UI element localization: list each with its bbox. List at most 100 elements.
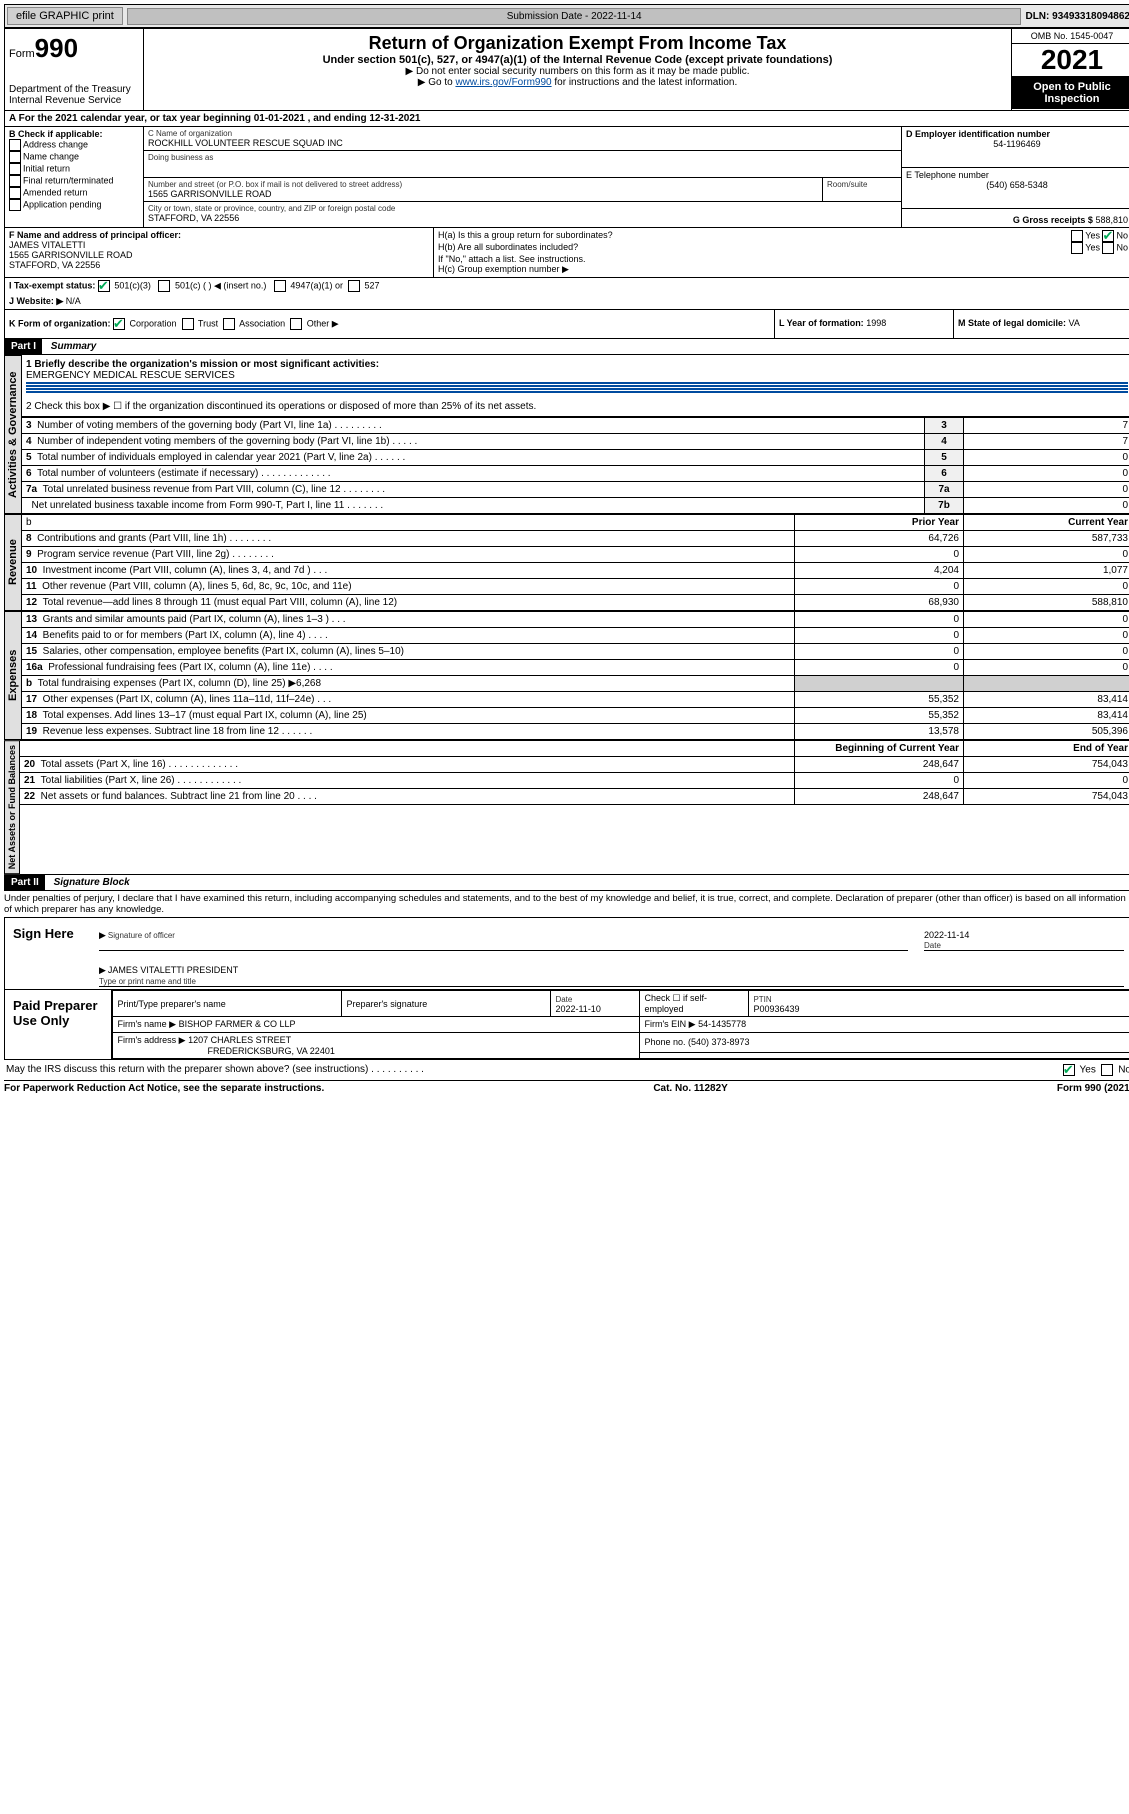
prep-selfemp[interactable]: Check ☐ if self-employed bbox=[640, 991, 749, 1017]
hb-yes-checkbox[interactable] bbox=[1071, 242, 1083, 254]
part2-title: Signature Block bbox=[48, 877, 130, 888]
i-4947-checkbox[interactable] bbox=[274, 280, 286, 292]
governance-section: Activities & Governance 1 Briefly descri… bbox=[4, 355, 1129, 514]
hb-no-checkbox[interactable] bbox=[1102, 242, 1114, 254]
mission-label: 1 Briefly describe the organization's mi… bbox=[26, 359, 1128, 370]
footer-right: Form 990 (2021) bbox=[1057, 1083, 1129, 1094]
dept-label: Department of the Treasury bbox=[9, 84, 139, 95]
ha-yes-checkbox[interactable] bbox=[1071, 230, 1083, 242]
box-i-label: I Tax-exempt status: bbox=[9, 280, 95, 290]
net-table: Beginning of Current YearEnd of Year 20 … bbox=[20, 740, 1129, 805]
box-j-label: J Website: ▶ bbox=[9, 296, 63, 306]
line-a-tax-year: A For the 2021 calendar year, or tax yea… bbox=[4, 111, 1129, 127]
footer-catno: Cat. No. 11282Y bbox=[653, 1083, 727, 1094]
hdr-end: End of Year bbox=[964, 741, 1129, 757]
check-final-return[interactable]: Final return/terminated bbox=[9, 175, 139, 187]
hb-label: H(b) Are all subordinates included? bbox=[438, 242, 578, 254]
sign-here-label: Sign Here bbox=[5, 918, 91, 989]
info-grid-fh: F Name and address of principal officer:… bbox=[4, 228, 1129, 278]
i-opt3: 4947(a)(1) or bbox=[290, 280, 343, 290]
revenue-section: Revenue bPrior YearCurrent Year 8 Contri… bbox=[4, 514, 1129, 611]
year-formation: 1998 bbox=[866, 318, 886, 328]
exp-table: 13 Grants and similar amounts paid (Part… bbox=[22, 611, 1129, 740]
paid-preparer-block: Paid Preparer Use Only Print/Type prepar… bbox=[4, 990, 1129, 1060]
discuss-yes-checkbox[interactable] bbox=[1063, 1064, 1075, 1076]
check-amended-return[interactable]: Amended return bbox=[9, 187, 139, 199]
city-state-zip: STAFFORD, VA 22556 bbox=[148, 213, 897, 223]
firm-addr2: FREDERICKSBURG, VA 22401 bbox=[207, 1046, 334, 1056]
k-corp: Corporation bbox=[130, 318, 177, 328]
officer-name: JAMES VITALETTI bbox=[9, 240, 429, 250]
open-public-badge: Open to Public Inspection bbox=[1012, 77, 1129, 109]
firm-phone: (540) 373-8973 bbox=[688, 1037, 750, 1047]
box-m-label: M State of legal domicile: bbox=[958, 318, 1066, 328]
officer-street: 1565 GARRISONVILLE ROAD bbox=[9, 250, 429, 260]
firm-name: BISHOP FARMER & CO LLP bbox=[179, 1019, 296, 1029]
box-c-label: C Name of organization bbox=[148, 129, 897, 138]
street-label: Number and street (or P.O. box if mail i… bbox=[148, 180, 818, 189]
k-other-checkbox[interactable] bbox=[290, 318, 302, 330]
k-corp-checkbox[interactable] bbox=[113, 318, 125, 330]
box-f-label: F Name and address of principal officer: bbox=[9, 230, 429, 240]
discuss-no-checkbox[interactable] bbox=[1101, 1064, 1113, 1076]
form-number: Form990 bbox=[9, 33, 139, 64]
dba-label: Doing business as bbox=[148, 153, 897, 162]
preparer-table: Print/Type preparer's name Preparer's si… bbox=[112, 990, 1129, 1059]
k-assoc-checkbox[interactable] bbox=[223, 318, 235, 330]
instr2-suffix: for instructions and the latest informat… bbox=[552, 77, 738, 88]
irs-form990-link[interactable]: www.irs.gov/Form990 bbox=[455, 77, 551, 88]
firm-label: Firm's name ▶ bbox=[117, 1019, 176, 1029]
form-instruction-1: ▶ Do not enter social security numbers o… bbox=[148, 66, 1007, 77]
k-other: Other ▶ bbox=[307, 318, 339, 328]
prep-name-hdr: Print/Type preparer's name bbox=[113, 991, 342, 1017]
check-address-change[interactable]: Address change bbox=[9, 139, 139, 151]
part1-title: Summary bbox=[45, 341, 97, 352]
ein-label: Firm's EIN ▶ bbox=[644, 1019, 695, 1029]
paid-preparer-label: Paid Preparer Use Only bbox=[5, 990, 112, 1059]
part1-bar: Part I bbox=[5, 339, 42, 354]
form-prefix: Form bbox=[9, 48, 35, 60]
i-527-checkbox[interactable] bbox=[348, 280, 360, 292]
perjury-declaration: Under penalties of perjury, I declare th… bbox=[4, 891, 1129, 917]
firm-ein: 54-1435778 bbox=[698, 1019, 746, 1029]
form-title: Return of Organization Exempt From Incom… bbox=[148, 33, 1007, 54]
hb-note: If "No," attach a list. See instructions… bbox=[438, 254, 1128, 264]
phone-value: (540) 658-5348 bbox=[906, 180, 1128, 190]
discuss-row: May the IRS discuss this return with the… bbox=[4, 1060, 1129, 1081]
discuss-question: May the IRS discuss this return with the… bbox=[6, 1064, 424, 1076]
box-g-label: G Gross receipts $ bbox=[1013, 215, 1093, 225]
info-grid-klm: K Form of organization: Corporation Trus… bbox=[4, 310, 1129, 339]
i-opt1: 501(c)(3) bbox=[114, 280, 151, 290]
omb-number: OMB No. 1545-0047 bbox=[1012, 29, 1129, 44]
form-subtitle: Under section 501(c), 527, or 4947(a)(1)… bbox=[148, 54, 1007, 66]
ha-no-checkbox[interactable] bbox=[1102, 230, 1114, 242]
netassets-section: Net Assets or Fund Balances Beginning of… bbox=[4, 740, 1129, 874]
gross-receipts: 588,810 bbox=[1095, 215, 1128, 225]
info-grid-top: B Check if applicable: Address change Na… bbox=[4, 127, 1129, 228]
instr2-prefix: ▶ Go to bbox=[418, 77, 456, 88]
website-value: N/A bbox=[66, 296, 81, 306]
gov-table: 3 Number of voting members of the govern… bbox=[22, 417, 1129, 514]
check-initial-return[interactable]: Initial return bbox=[9, 163, 139, 175]
street-address: 1565 GARRISONVILLE ROAD bbox=[148, 189, 818, 199]
sig-date-label: Date bbox=[924, 941, 941, 950]
box-e-label: E Telephone number bbox=[906, 170, 1128, 180]
k-trust-checkbox[interactable] bbox=[182, 318, 194, 330]
sig-date: 2022-11-14 bbox=[924, 930, 969, 940]
i-opt4: 527 bbox=[364, 280, 379, 290]
hdr-prior: Prior Year bbox=[795, 515, 964, 531]
prep-date: 2022-11-10 bbox=[555, 1004, 600, 1014]
sig-name-label: Type or print name and title bbox=[99, 977, 196, 986]
prep-sig-hdr: Preparer's signature bbox=[342, 991, 551, 1017]
i-501c3-checkbox[interactable] bbox=[98, 280, 110, 292]
ha-label: H(a) Is this a group return for subordin… bbox=[438, 230, 613, 242]
k-trust: Trust bbox=[198, 318, 218, 328]
rev-vlabel: Revenue bbox=[4, 514, 22, 611]
check-application-pending[interactable]: Application pending bbox=[9, 199, 139, 211]
check-name-change[interactable]: Name change bbox=[9, 151, 139, 163]
i-501c-checkbox[interactable] bbox=[158, 280, 170, 292]
city-label: City or town, state or province, country… bbox=[148, 204, 897, 213]
form-990-number: 990 bbox=[35, 33, 78, 63]
phone-label: Phone no. bbox=[644, 1037, 685, 1047]
efile-print-button[interactable]: efile GRAPHIC print bbox=[7, 7, 123, 25]
